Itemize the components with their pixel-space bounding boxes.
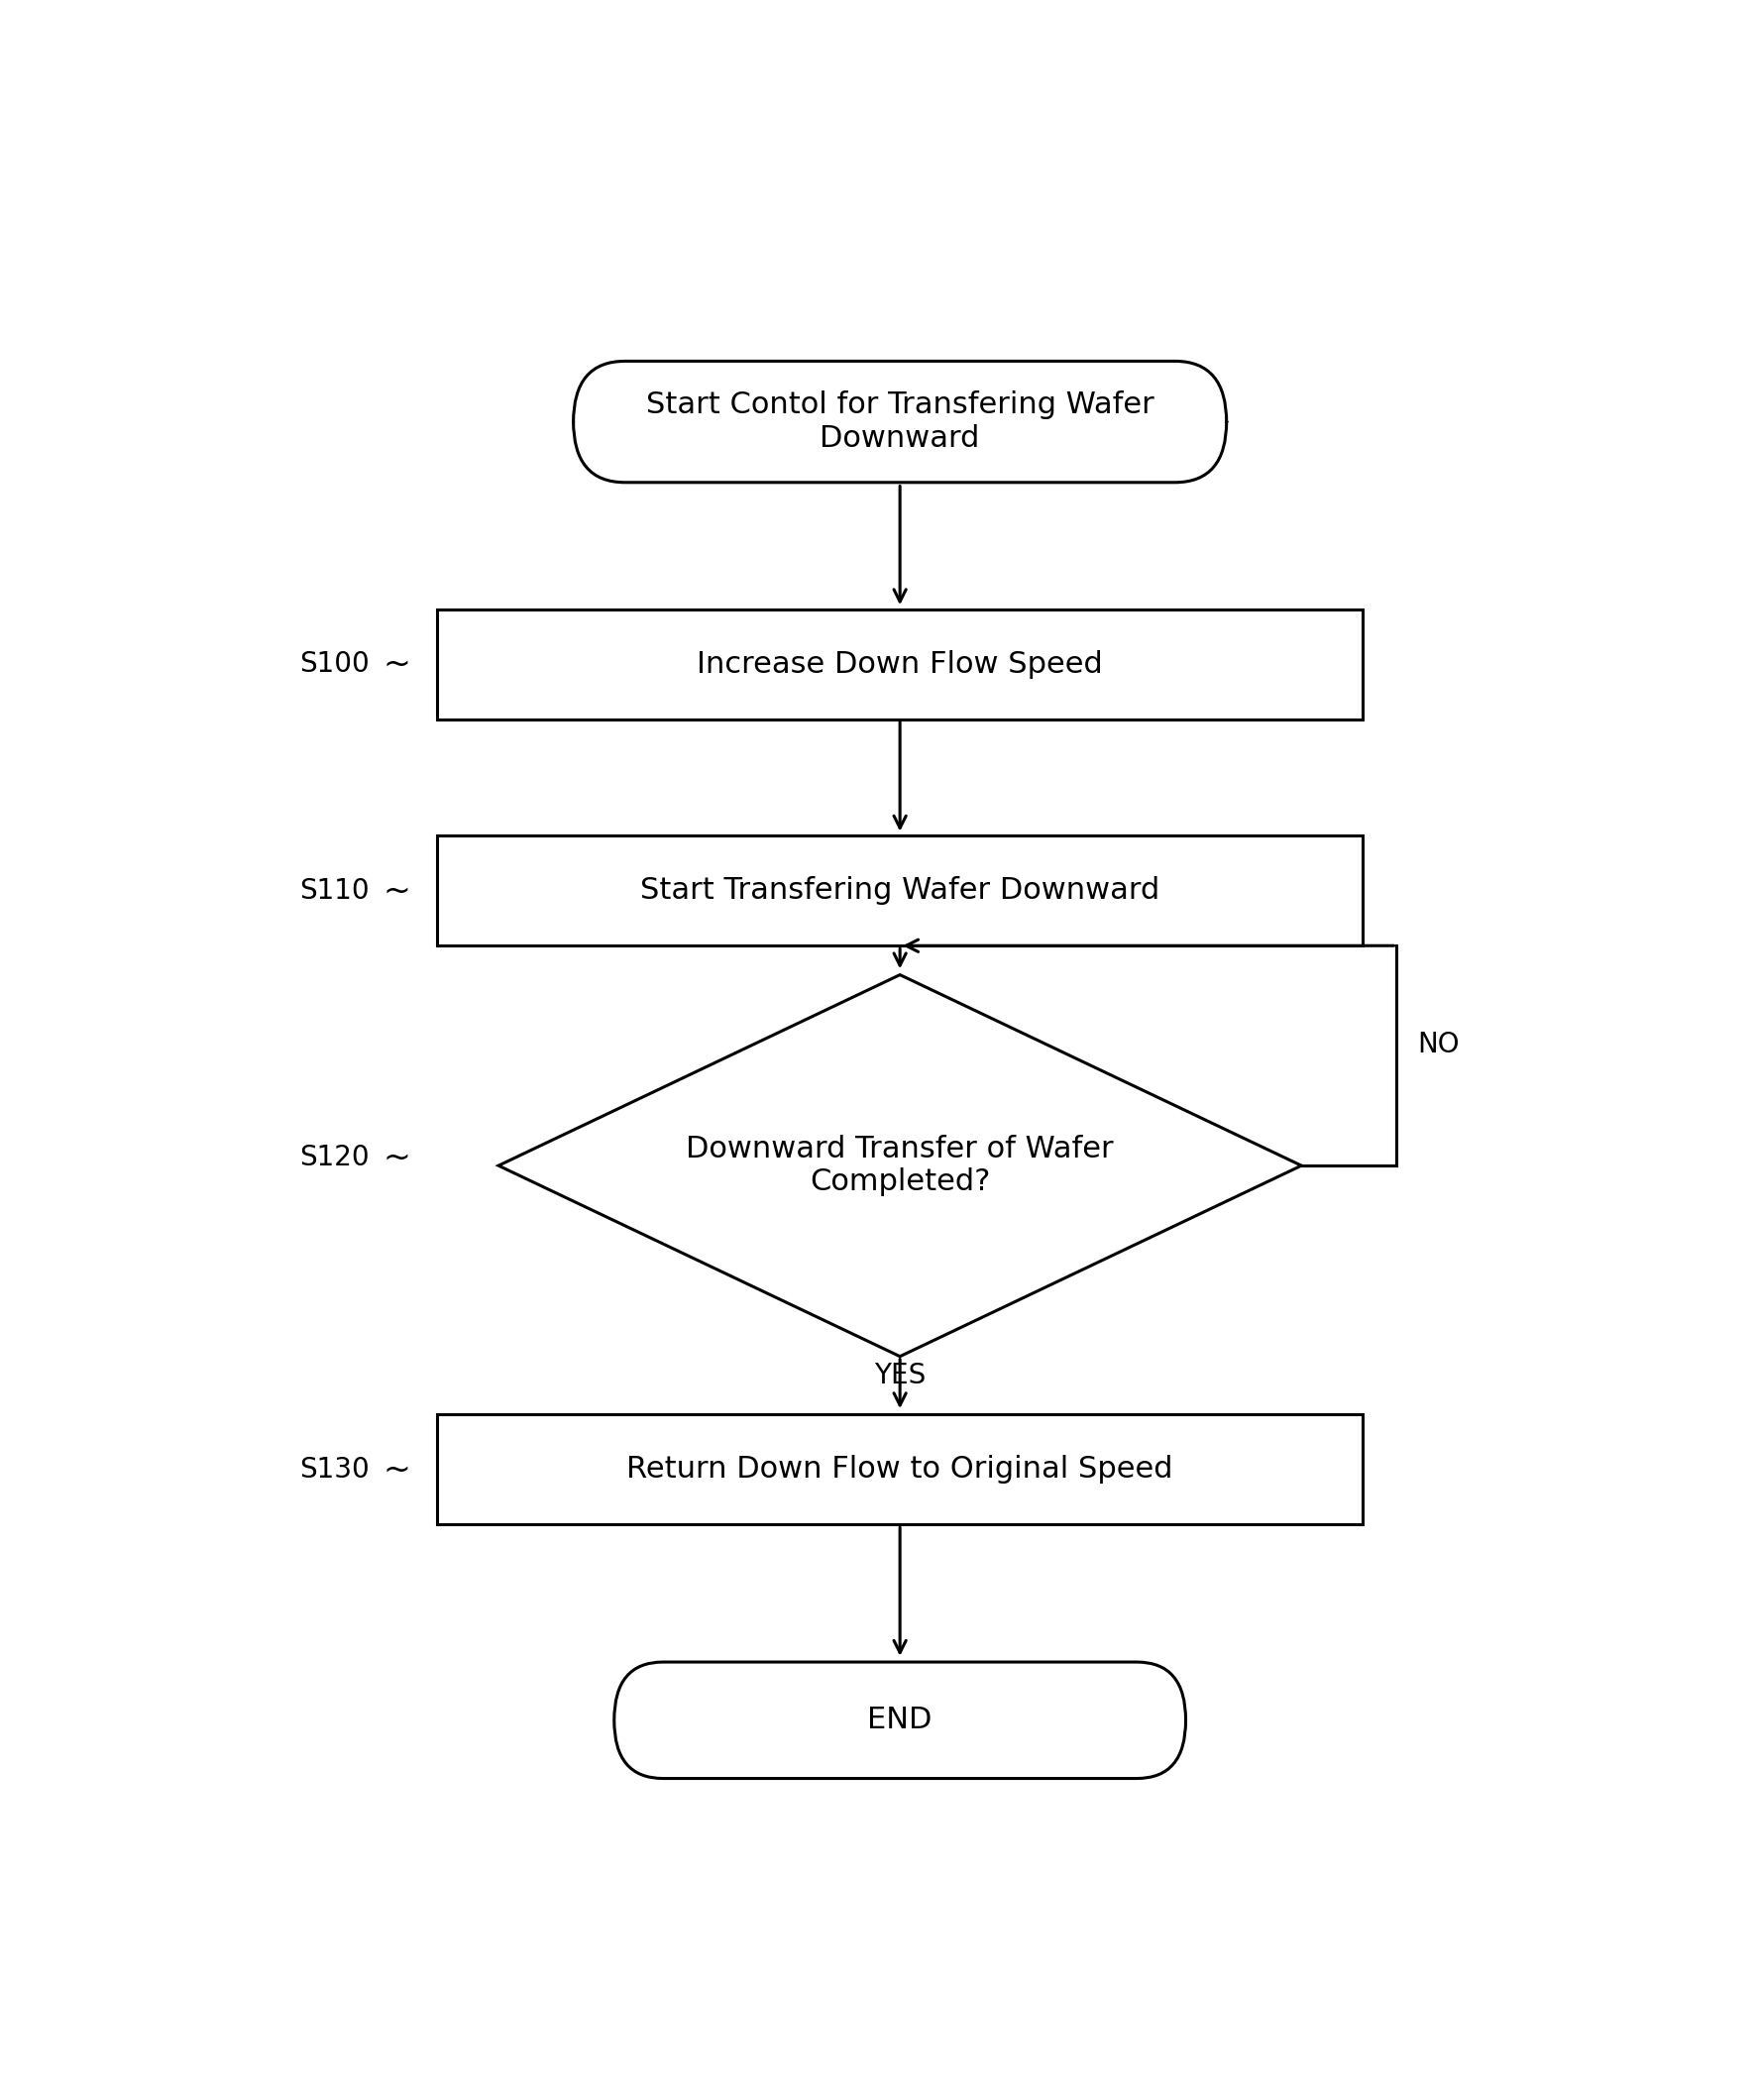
- Bar: [437, 836, 1363, 945]
- Text: NO: NO: [1417, 1031, 1459, 1058]
- Text: Downward Transfer of Wafer
Completed?: Downward Transfer of Wafer Completed?: [687, 1134, 1113, 1197]
- FancyBboxPatch shape: [615, 1661, 1185, 1779]
- Text: YES: YES: [874, 1363, 925, 1390]
- Text: ~: ~: [383, 649, 411, 680]
- Bar: [437, 609, 1363, 720]
- Text: Return Down Flow to Original Speed: Return Down Flow to Original Speed: [627, 1455, 1173, 1485]
- Text: ~: ~: [383, 1140, 411, 1174]
- Text: END: END: [867, 1705, 932, 1735]
- Bar: [437, 1415, 1363, 1525]
- Text: Start Contol for Transfering Wafer
Downward: Start Contol for Transfering Wafer Downw…: [646, 391, 1154, 454]
- FancyBboxPatch shape: [572, 361, 1226, 483]
- Text: ~: ~: [383, 1453, 411, 1487]
- Text: ~: ~: [383, 874, 411, 907]
- Text: S130: S130: [299, 1455, 369, 1483]
- Text: Increase Down Flow Speed: Increase Down Flow Speed: [697, 651, 1103, 678]
- Text: S120: S120: [299, 1144, 369, 1172]
- Text: S100: S100: [299, 651, 369, 678]
- Polygon shape: [499, 974, 1301, 1357]
- Text: Start Transfering Wafer Downward: Start Transfering Wafer Downward: [641, 876, 1159, 905]
- Text: S110: S110: [299, 878, 369, 905]
